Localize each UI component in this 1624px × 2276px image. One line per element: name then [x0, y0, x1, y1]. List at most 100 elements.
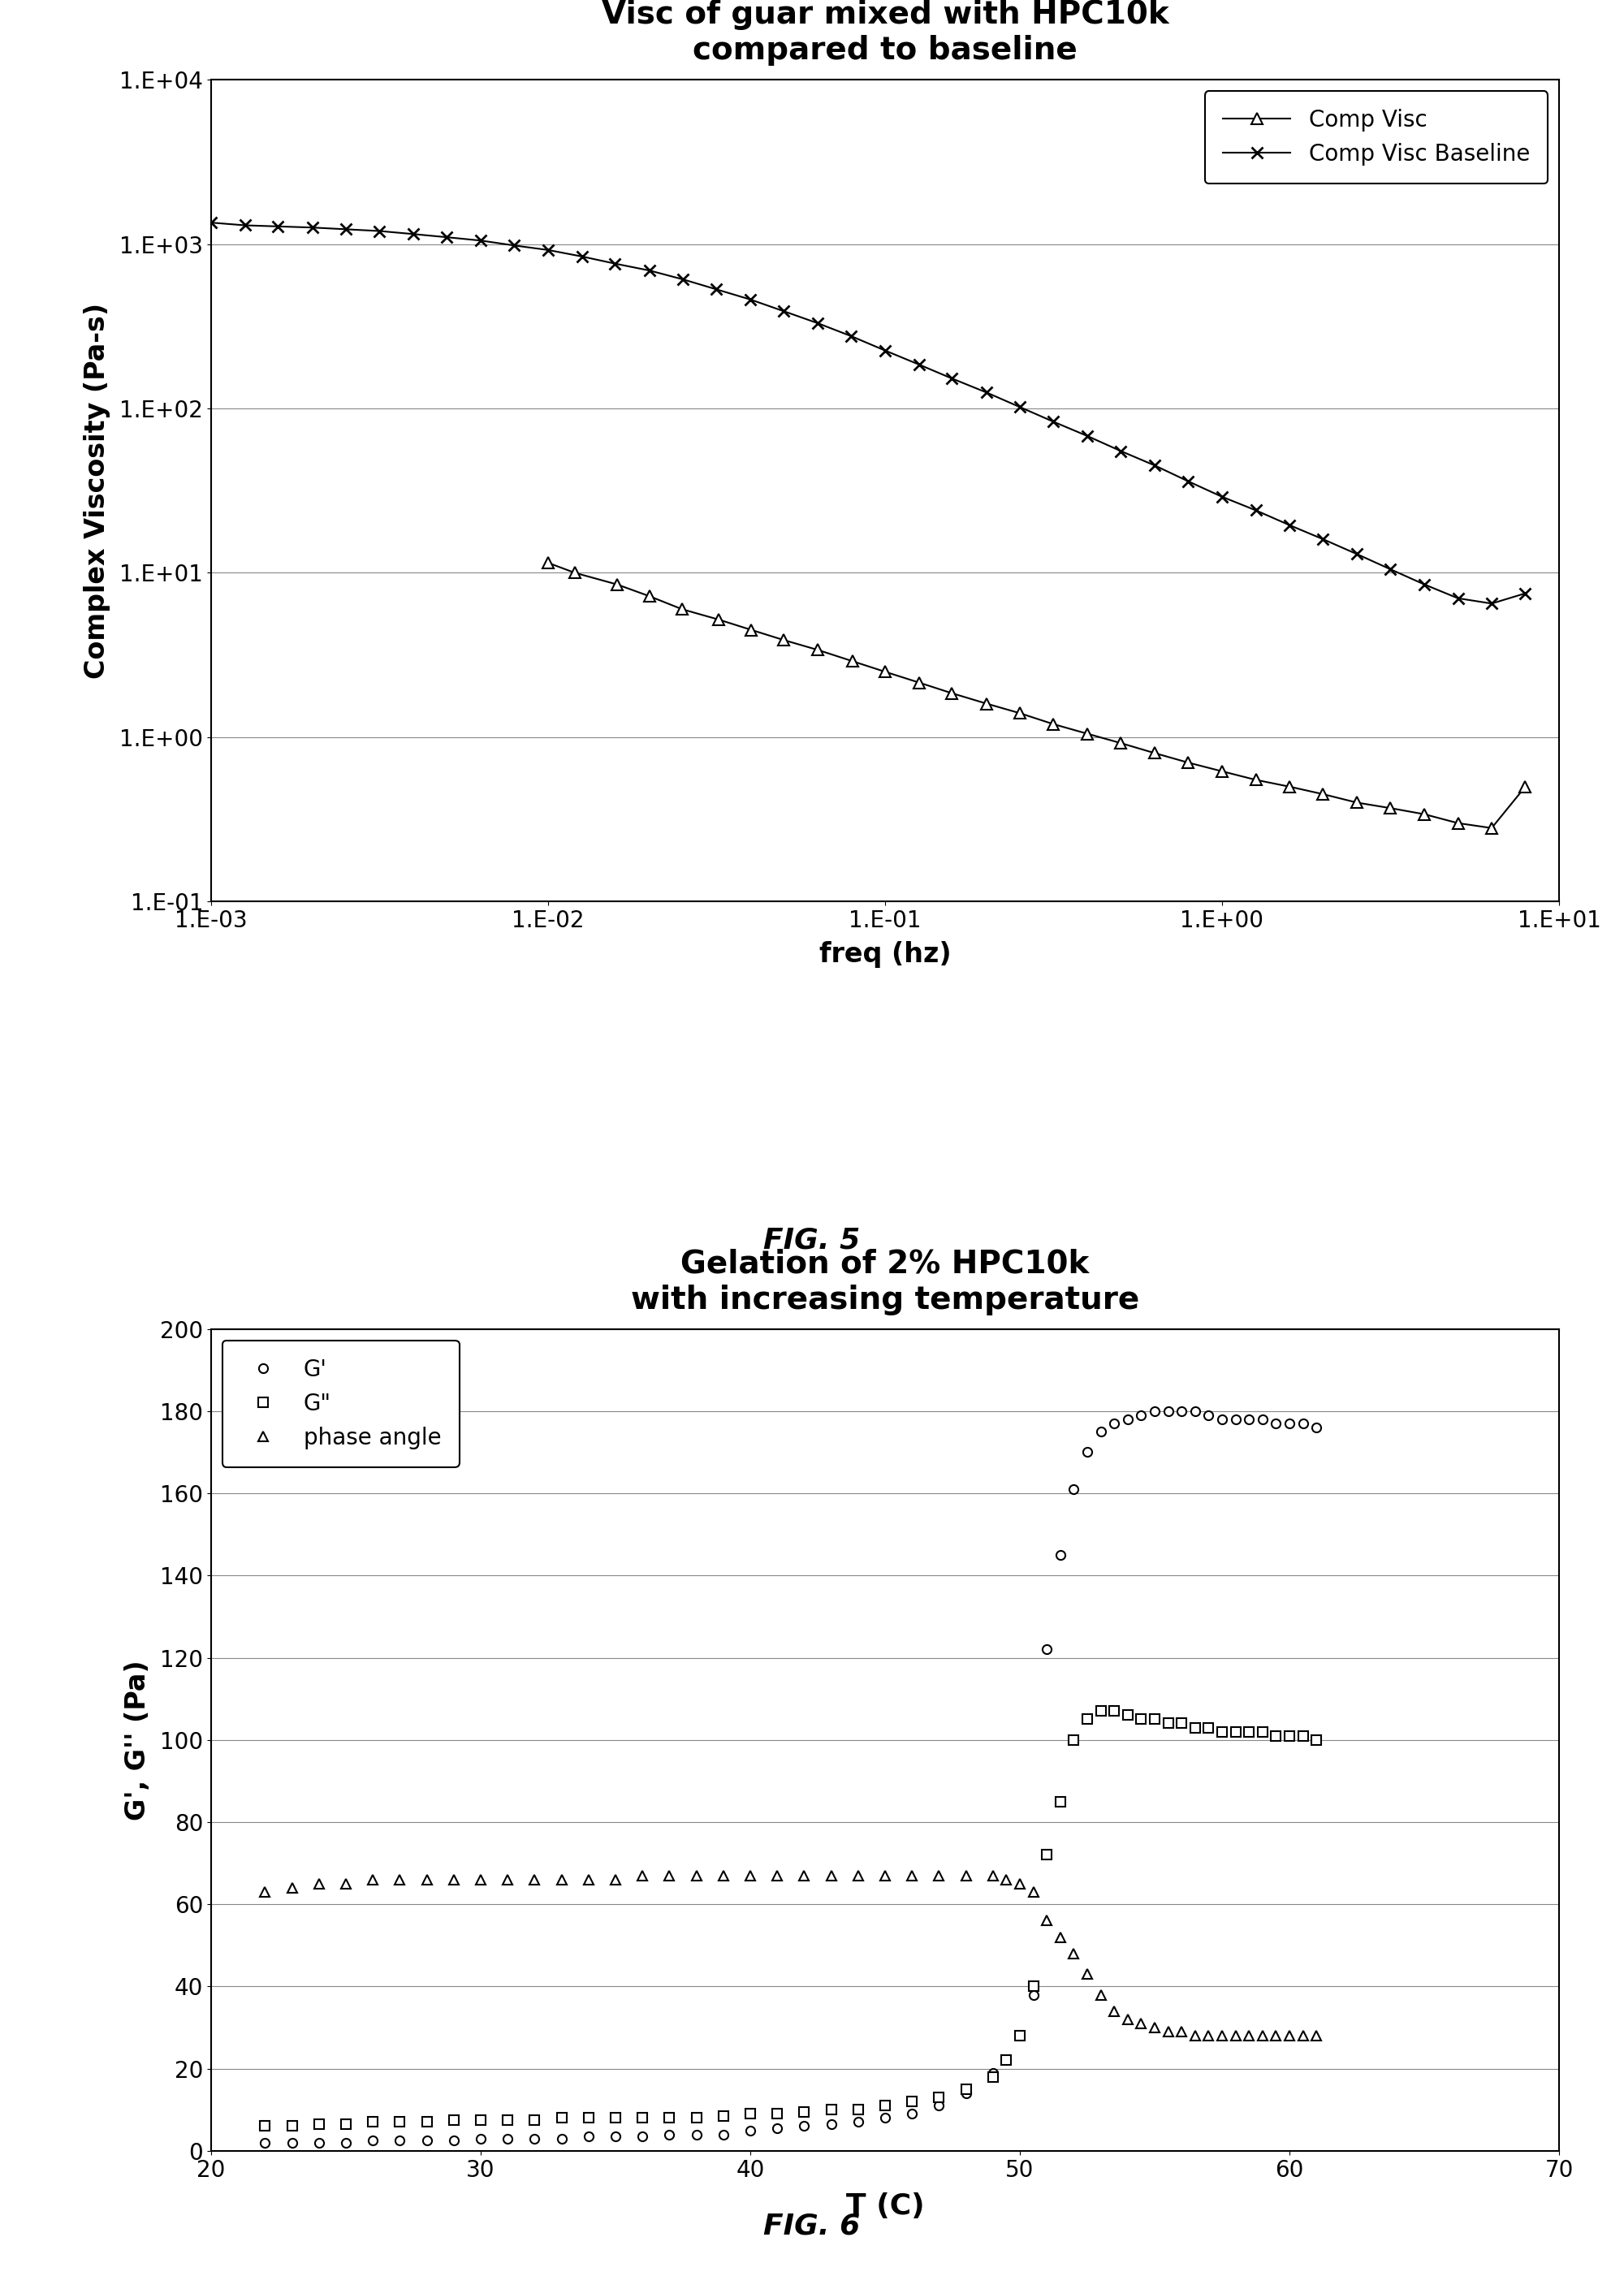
Comp Visc	[1449, 810, 1468, 838]
Comp Visc Baseline	[1449, 585, 1468, 612]
Line: G': G'	[260, 1407, 1320, 2146]
Comp Visc Baseline	[1212, 483, 1233, 510]
Comp Visc	[1010, 699, 1030, 726]
Comp Visc Baseline	[775, 298, 794, 325]
Comp Visc Baseline	[302, 214, 322, 241]
X-axis label: T (C): T (C)	[846, 2192, 924, 2221]
phase angle	[633, 1862, 653, 1889]
Comp Visc Baseline	[539, 237, 559, 264]
Comp Visc	[1145, 740, 1164, 767]
Comp Visc Baseline	[1179, 467, 1199, 494]
Text: FIG. 6: FIG. 6	[763, 2212, 861, 2240]
Line: Comp Visc: Comp Visc	[542, 558, 1531, 833]
Comp Visc	[807, 637, 827, 665]
Comp Visc	[539, 549, 559, 576]
G"	[741, 2101, 760, 2128]
Comp Visc Baseline	[1483, 589, 1502, 617]
Legend: G', G", phase angle: G', G", phase angle	[222, 1341, 460, 1468]
Comp Visc Baseline	[672, 266, 692, 294]
Comp Visc Baseline	[606, 250, 625, 278]
phase angle	[1051, 1923, 1070, 1951]
Comp Visc Baseline	[505, 232, 525, 259]
Comp Visc Baseline	[640, 257, 659, 284]
Y-axis label: G', G'' (Pa): G', G'' (Pa)	[125, 1659, 151, 1821]
Comp Visc Baseline	[1348, 539, 1367, 567]
Comp Visc Baseline	[942, 364, 961, 391]
Legend: Comp Visc, Comp Visc Baseline: Comp Visc, Comp Visc Baseline	[1205, 91, 1548, 184]
Comp Visc	[875, 658, 895, 685]
G'	[741, 2117, 760, 2144]
phase angle	[1307, 2021, 1327, 2048]
Comp Visc Baseline	[1246, 496, 1265, 523]
Comp Visc Baseline	[909, 351, 929, 378]
Comp Visc	[607, 571, 627, 599]
Comp Visc Baseline	[1515, 580, 1535, 608]
Comp Visc	[1280, 774, 1299, 801]
G"	[364, 2108, 383, 2135]
Comp Visc	[1380, 794, 1400, 822]
G"	[1307, 1725, 1327, 1753]
Comp Visc Baseline	[336, 216, 356, 244]
Comp Visc	[1515, 774, 1535, 801]
Y-axis label: Complex Viscosity (Pa-s): Complex Viscosity (Pa-s)	[84, 303, 110, 678]
Line: Comp Visc Baseline: Comp Visc Baseline	[206, 216, 1531, 610]
Comp Visc	[741, 617, 760, 644]
phase angle	[255, 1878, 274, 1905]
Comp Visc Baseline	[471, 228, 490, 255]
Comp Visc	[1044, 710, 1064, 737]
G"	[903, 2087, 922, 2114]
G'	[364, 2126, 383, 2153]
Comp Visc Baseline	[1111, 437, 1130, 464]
G'	[903, 2101, 922, 2128]
Comp Visc Baseline	[1044, 407, 1064, 435]
Comp Visc Baseline	[235, 212, 255, 239]
G"	[1038, 1841, 1057, 1869]
phase angle	[1078, 1960, 1098, 1987]
G"	[1267, 1723, 1286, 1750]
Title: Gelation of 2% HPC10k
with increasing temperature: Gelation of 2% HPC10k with increasing te…	[630, 1250, 1140, 1316]
G"	[1091, 1698, 1111, 1725]
Comp Visc Baseline	[1077, 423, 1096, 451]
Comp Visc	[775, 626, 794, 653]
Comp Visc	[1179, 749, 1199, 776]
Comp Visc Baseline	[572, 244, 591, 271]
Comp Visc	[942, 681, 961, 708]
Line: G": G"	[260, 1707, 1320, 2130]
Text: FIG. 5: FIG. 5	[763, 1227, 861, 1254]
Line: phase angle: phase angle	[260, 1871, 1320, 2039]
G'	[1064, 1475, 1083, 1502]
Comp Visc Baseline	[1010, 394, 1030, 421]
Comp Visc	[1246, 767, 1265, 794]
G'	[1307, 1413, 1327, 1441]
Comp Visc Baseline	[1380, 555, 1400, 583]
G'	[1038, 1636, 1057, 1664]
Comp Visc Baseline	[875, 337, 895, 364]
G'	[1267, 1409, 1286, 1436]
Comp Visc Baseline	[976, 378, 996, 405]
Comp Visc	[1348, 790, 1367, 817]
Comp Visc	[909, 669, 929, 696]
Comp Visc Baseline	[741, 287, 760, 314]
Comp Visc Baseline	[841, 323, 861, 351]
Comp Visc	[843, 646, 862, 674]
phase angle	[364, 1866, 383, 1894]
Comp Visc	[565, 560, 585, 587]
Comp Visc Baseline	[1314, 526, 1333, 553]
Comp Visc Baseline	[809, 310, 828, 337]
Comp Visc Baseline	[1145, 451, 1164, 478]
Title: Visc of guar mixed with HPC10k
compared to baseline: Visc of guar mixed with HPC10k compared …	[601, 0, 1169, 66]
Comp Visc Baseline	[437, 223, 456, 250]
Comp Visc	[1314, 781, 1333, 808]
phase angle	[997, 1866, 1017, 1894]
Comp Visc	[1111, 731, 1130, 758]
phase angle	[768, 1862, 788, 1889]
Comp Visc Baseline	[1415, 571, 1434, 599]
Comp Visc	[1212, 758, 1233, 785]
Comp Visc	[976, 690, 996, 717]
phase angle	[929, 1862, 948, 1889]
X-axis label: freq (hz): freq (hz)	[818, 942, 952, 967]
Comp Visc Baseline	[403, 221, 422, 248]
G'	[255, 2128, 274, 2155]
Comp Visc Baseline	[268, 212, 287, 239]
Comp Visc Baseline	[201, 209, 221, 237]
